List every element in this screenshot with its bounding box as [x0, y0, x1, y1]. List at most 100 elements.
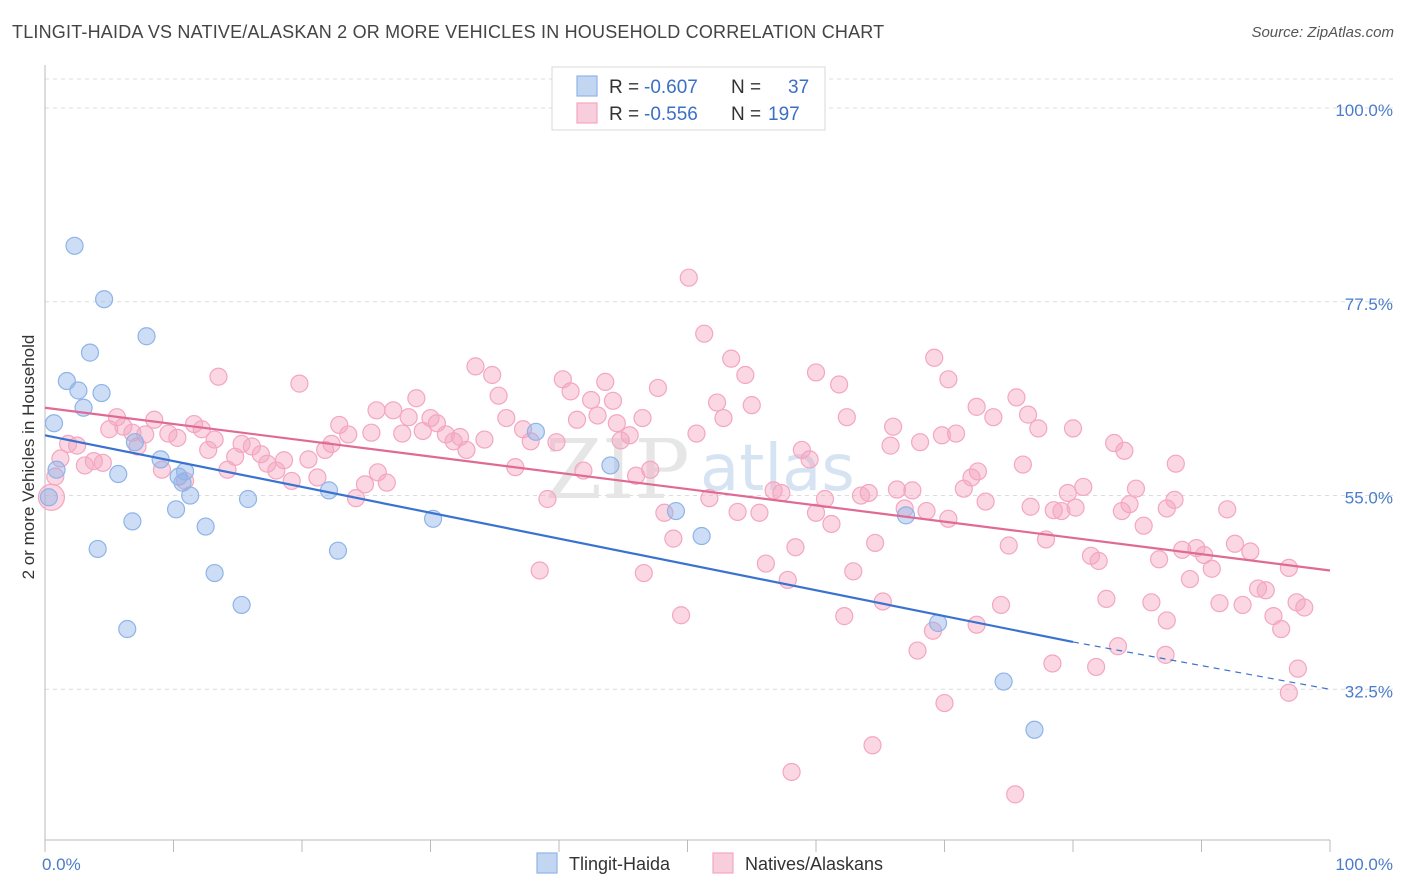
bottom-legend-swatch-tlingit: [536, 852, 558, 874]
natives-point-28: [251, 445, 270, 464]
natives-point-60: [497, 408, 516, 428]
natives-point-34: [299, 450, 318, 469]
natives-point-72: [588, 406, 607, 425]
natives-point-173: [1063, 419, 1083, 438]
natives-point-26: [232, 434, 251, 453]
natives-point-52: [436, 425, 456, 444]
legend-swatch-tlingit: [576, 75, 598, 97]
natives-point-147: [1142, 593, 1161, 612]
natives-point-189: [1087, 657, 1106, 677]
natives-point-169: [883, 417, 903, 436]
natives-point-141: [1097, 589, 1116, 608]
natives-point-16: [159, 424, 178, 443]
natives-point-17: [168, 428, 187, 447]
legend-r-label-1: R =: [609, 77, 639, 98]
natives-point-78: [634, 563, 653, 583]
natives-point-89: [714, 408, 733, 428]
natives-point-167: [1295, 598, 1314, 617]
tlingit-point-1: [95, 290, 114, 309]
axes: [44, 65, 1331, 852]
y-tick-label-2: 55.0%: [1345, 489, 1393, 508]
legend-swatch-natives: [576, 102, 598, 124]
natives-point-58: [483, 365, 502, 385]
natives-point-1: [46, 467, 65, 486]
natives-point-171: [967, 397, 986, 416]
natives-point-113: [887, 480, 907, 499]
natives-point-187: [1279, 683, 1298, 702]
natives-point-179: [863, 736, 882, 755]
natives-point-5: [75, 456, 94, 475]
tlingit-point-25: [232, 595, 251, 615]
natives-point-128: [999, 536, 1018, 555]
tlingit-point-11: [47, 460, 66, 479]
x-tick-label-1: 100.0%: [1335, 855, 1393, 874]
natives-point-193: [1157, 611, 1176, 630]
natives-point-107: [844, 562, 863, 581]
natives-point-159: [1233, 595, 1252, 615]
y-axis-title: 2 or more Vehicles in Household: [19, 335, 38, 580]
natives-point-87: [700, 489, 719, 508]
natives-point-106: [837, 408, 856, 427]
natives-point-192: [835, 607, 854, 626]
tlingit-point-5: [69, 381, 88, 400]
natives-point-75: [611, 431, 630, 450]
natives-point-7: [93, 453, 112, 472]
natives-point-35: [308, 468, 327, 487]
natives-point-66: [547, 433, 566, 452]
series-natives-alaskans: [37, 268, 1314, 804]
natives-point-6: [84, 452, 103, 471]
natives-point-175: [1166, 454, 1185, 473]
natives-point-42: [362, 423, 381, 442]
natives-point-145: [1126, 479, 1146, 498]
natives-point-130: [1013, 455, 1032, 474]
chart-title: TLINGIT-HAIDA VS NATIVE/ALASKAN 2 OR MOR…: [12, 22, 885, 42]
natives-point-39: [339, 425, 358, 444]
natives-point-176: [607, 414, 626, 433]
natives-point-47: [399, 408, 418, 427]
natives-point-178: [367, 401, 386, 420]
natives-point-140: [1089, 551, 1108, 571]
natives-point-57: [475, 430, 494, 449]
natives-point-55: [457, 440, 476, 460]
natives-point-93: [742, 396, 761, 415]
bottom-legend-label-tlingit: Tlingit-Haida: [569, 854, 671, 874]
natives-point-63: [521, 432, 540, 451]
natives-point-92: [736, 365, 755, 385]
natives-point-104: [822, 514, 841, 534]
tlingit-point-26: [118, 619, 137, 639]
natives-point-33: [290, 374, 309, 393]
natives-point-69: [567, 410, 587, 429]
natives-point-82: [664, 529, 683, 548]
legend-n-value-1: 37: [788, 77, 809, 98]
legend-n-label-2: N =: [731, 104, 761, 125]
tlingit-point-15: [181, 486, 200, 505]
natives-point-138: [1074, 477, 1093, 497]
natives-point-48: [407, 389, 426, 408]
natives-point-158: [1225, 534, 1245, 553]
legend-r-label-2: R =: [609, 104, 639, 125]
tick-labels: 100.0% 77.5% 55.0% 32.5% 0.0% 100.0%: [42, 101, 1393, 874]
natives-point-85: [687, 424, 706, 443]
natives-point-68: [561, 382, 580, 401]
natives-point-129: [1007, 388, 1026, 407]
natives-point-44: [377, 473, 396, 492]
natives-point-132: [1029, 419, 1048, 438]
natives-point-156: [1210, 594, 1229, 613]
tlingit-point-35: [39, 488, 58, 507]
natives-point-131: [1021, 497, 1040, 516]
natives-point-155: [1202, 559, 1221, 578]
natives-point-148: [1149, 550, 1169, 569]
natives-point-99: [786, 538, 805, 557]
tlingit-point-3: [80, 343, 100, 362]
natives-point-84: [679, 268, 698, 287]
natives-point-41: [355, 475, 375, 494]
natives-point-165: [1279, 558, 1298, 577]
natives-point-144: [1120, 495, 1139, 514]
natives-point-100: [792, 440, 811, 460]
natives-point-152: [1180, 569, 1200, 589]
tlingit-point-27: [526, 422, 545, 441]
natives-point-74: [603, 391, 623, 410]
tlingit-point-6: [92, 383, 111, 403]
natives-point-90: [722, 349, 741, 368]
